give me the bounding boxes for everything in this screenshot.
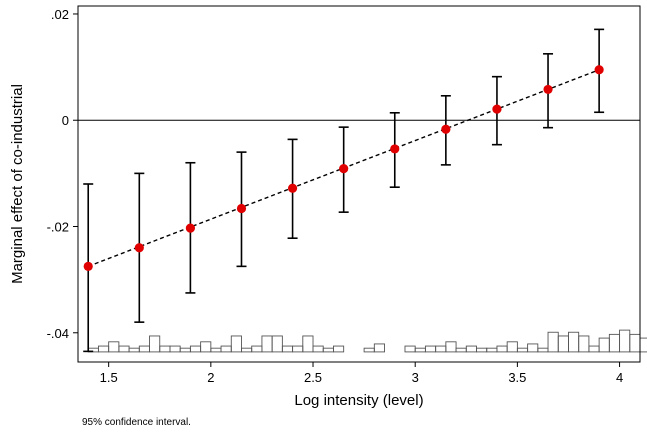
histogram-bar xyxy=(568,331,580,353)
histogram-bar xyxy=(302,335,314,353)
histogram-bar xyxy=(159,345,171,353)
histogram-bar xyxy=(200,341,212,353)
histogram-bar xyxy=(465,345,477,353)
y-tick-label: .02 xyxy=(51,7,69,22)
histogram-bar xyxy=(404,345,416,353)
histogram-bar xyxy=(619,329,631,353)
histogram-bar xyxy=(608,333,621,353)
histogram-bar xyxy=(486,347,498,353)
histogram-bar xyxy=(496,345,508,353)
histogram-bar xyxy=(414,347,426,353)
histogram-bar xyxy=(149,335,161,353)
histogram-bar xyxy=(516,347,529,353)
x-tick-label: 2 xyxy=(207,370,214,385)
histogram-bar xyxy=(128,347,140,353)
point-estimate xyxy=(236,203,247,214)
point-estimate xyxy=(185,223,195,233)
histogram-bar xyxy=(629,333,641,353)
x-tick-label: 1.5 xyxy=(100,370,118,385)
x-tick-label: 2.5 xyxy=(304,370,322,385)
point-estimate xyxy=(287,183,298,193)
histogram-bar xyxy=(292,345,304,353)
histogram-bar xyxy=(179,347,191,353)
histogram-bar xyxy=(547,331,559,353)
point-estimate xyxy=(339,163,349,174)
histogram-bar xyxy=(251,345,263,353)
y-tick-label: 0 xyxy=(62,113,69,128)
histogram-bar xyxy=(118,345,130,353)
point-estimate xyxy=(492,104,502,114)
histogram-bar xyxy=(506,341,518,353)
histogram-bar xyxy=(281,345,294,353)
histogram-bar xyxy=(241,347,253,353)
x-tick-label: 4 xyxy=(616,370,623,385)
point-estimate xyxy=(83,261,93,271)
x-tick-label: 3.5 xyxy=(508,370,526,385)
point-estimate xyxy=(441,124,451,134)
histogram-bar xyxy=(557,335,569,353)
footnote: 95% confidence interval. xyxy=(82,417,191,428)
histogram-bar xyxy=(445,341,457,353)
histogram-bar xyxy=(220,345,232,353)
plot-frame xyxy=(77,5,641,363)
point-estimate xyxy=(594,65,604,75)
histogram-bar xyxy=(261,335,273,353)
histogram-bar xyxy=(210,347,222,353)
histogram-bar xyxy=(138,345,150,353)
histogram-bar xyxy=(639,337,647,353)
histogram-bar xyxy=(108,341,120,353)
histogram-bar xyxy=(373,343,385,353)
histogram-bar xyxy=(312,345,324,353)
histogram-bar xyxy=(588,345,600,353)
histogram-bar xyxy=(578,335,590,353)
histogram-bar xyxy=(333,345,345,353)
histogram-bar xyxy=(271,335,283,353)
histogram-bar xyxy=(189,345,202,353)
y-tick-label: -.02 xyxy=(47,220,69,235)
y-axis-title: Marginal effect of co-industrial xyxy=(9,84,26,284)
histogram-bar xyxy=(424,345,437,353)
y-tick-label: -.04 xyxy=(47,326,69,341)
x-axis-title: Log intensity (level) xyxy=(294,392,423,409)
histogram-bar xyxy=(230,335,242,353)
histogram-bar xyxy=(455,347,467,353)
histogram-bar xyxy=(97,345,110,353)
point-estimate xyxy=(390,144,400,154)
point-estimate xyxy=(134,243,144,253)
histogram-bar xyxy=(598,337,610,353)
histogram-bar xyxy=(322,347,334,353)
histogram-bar xyxy=(476,347,488,353)
histogram-bar xyxy=(435,345,447,353)
x-tick-label: 3 xyxy=(412,370,419,385)
point-estimate xyxy=(543,84,553,95)
histogram-bar xyxy=(363,347,375,353)
histogram-bar xyxy=(537,347,549,353)
histogram-bar xyxy=(527,343,539,353)
histogram-bar xyxy=(169,345,181,353)
